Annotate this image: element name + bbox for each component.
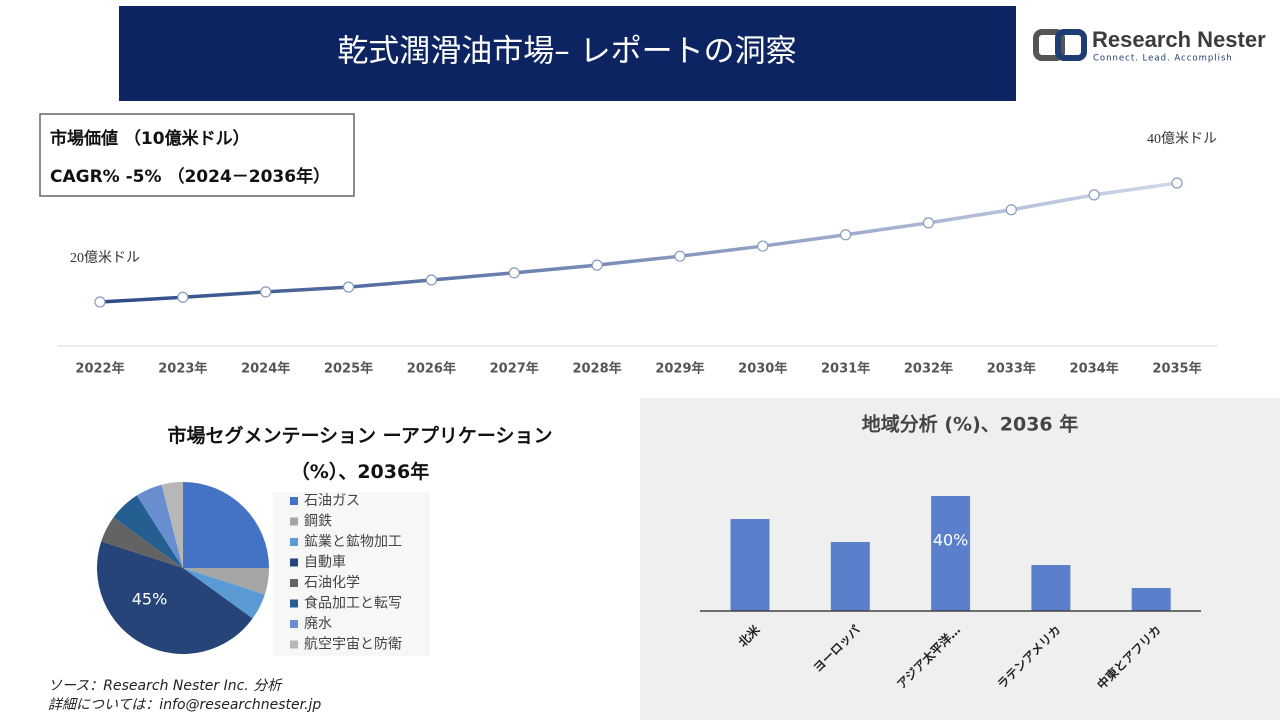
pie-slice [113, 495, 183, 568]
x-tick-label: 2023年 [158, 361, 207, 377]
x-tick-label: 2026年 [407, 361, 456, 377]
point [94, 296, 106, 308]
legend-swatch [290, 620, 298, 628]
x-tick-label: 2024年 [241, 361, 290, 377]
legend-label: 鉱業と鉱物加工 [304, 533, 402, 550]
point [840, 229, 852, 241]
point [177, 291, 189, 303]
pie-title: 市場セグメンテーション ーアプリケーション （%）、2036年 [167, 425, 553, 483]
x-tick-label: 2029年 [655, 361, 704, 377]
pie-slice [96, 541, 253, 655]
x-tick-label: 2035年 [1152, 361, 1201, 377]
legend-box [273, 492, 430, 656]
bar-title: 地域分析 (%)、2036 年 [862, 413, 1079, 436]
market-value-label: 市場価値 （10億米ドル） [50, 128, 250, 149]
point [674, 250, 686, 262]
legend-swatch [290, 497, 298, 505]
logo-tagline: Connect. Lead. Accomplish [1093, 54, 1233, 64]
legend-swatch [290, 517, 298, 526]
pie-slice [161, 482, 183, 568]
point [1171, 177, 1183, 189]
value-label: 40億米ドル [1147, 131, 1217, 147]
legend-swatch [290, 579, 298, 587]
bar [830, 542, 870, 611]
logo-icon [1033, 29, 1087, 61]
bar [1031, 565, 1071, 611]
header-title: 乾式潤滑油市場– レポートの洞察 [337, 34, 796, 70]
pie-slice [136, 484, 183, 568]
point [425, 274, 437, 286]
pie-slice [101, 517, 183, 568]
legend-label: 石油化学 [304, 575, 360, 591]
legend-swatch [290, 558, 298, 567]
point [591, 259, 603, 271]
bar [730, 519, 770, 611]
value-label: 40% [933, 531, 969, 550]
point [342, 281, 355, 293]
x-tick-label: 2033年 [987, 361, 1036, 377]
legend-label: 廃水 [304, 615, 332, 632]
bar [1131, 588, 1171, 611]
point [757, 240, 769, 252]
info-box [39, 113, 355, 197]
pie-slice [183, 482, 269, 568]
x-tick-label: 2022年 [75, 361, 124, 377]
pie-slice [183, 568, 265, 619]
legend-label: 鋼鉄 [304, 514, 332, 530]
trend-line [99, 181, 1178, 304]
legend-swatch [290, 538, 298, 546]
header-banner [119, 6, 1016, 101]
x-tick-label: 2027年 [490, 361, 539, 377]
point [260, 286, 272, 298]
source-note: ソース：Research Nester Inc. 分析 [48, 678, 283, 694]
bar [931, 496, 971, 611]
x-tick-label: 2028年 [572, 361, 621, 377]
legend-label: 航空宇宙と防衛 [304, 637, 402, 653]
legend-swatch [290, 640, 298, 649]
point [508, 267, 520, 279]
legend-swatch [290, 599, 298, 608]
legend-label: 食品加工と転写 [304, 595, 402, 612]
details-note: 詳細については：info@researchnester.jp [48, 697, 321, 713]
value-label: 20億米ドル [70, 250, 140, 266]
pie-slice [183, 568, 269, 595]
x-tick-label: 2030年 [738, 361, 787, 377]
value-label: 45% [132, 590, 168, 609]
point [1088, 189, 1100, 201]
legend-label: 石油ガス [304, 493, 360, 509]
x-tick-label: 2031年 [821, 361, 870, 377]
cagr-label: CAGR% -5% （2024－2036年） [50, 166, 330, 187]
logo-name: Research Nester [1092, 27, 1266, 52]
point [922, 217, 935, 229]
x-tick-label: 2025年 [324, 361, 373, 377]
legend-label: 自動車 [304, 554, 346, 571]
x-tick-label: 2034年 [1070, 361, 1119, 377]
x-tick-label: 2032年 [904, 361, 953, 377]
point [1005, 204, 1017, 216]
